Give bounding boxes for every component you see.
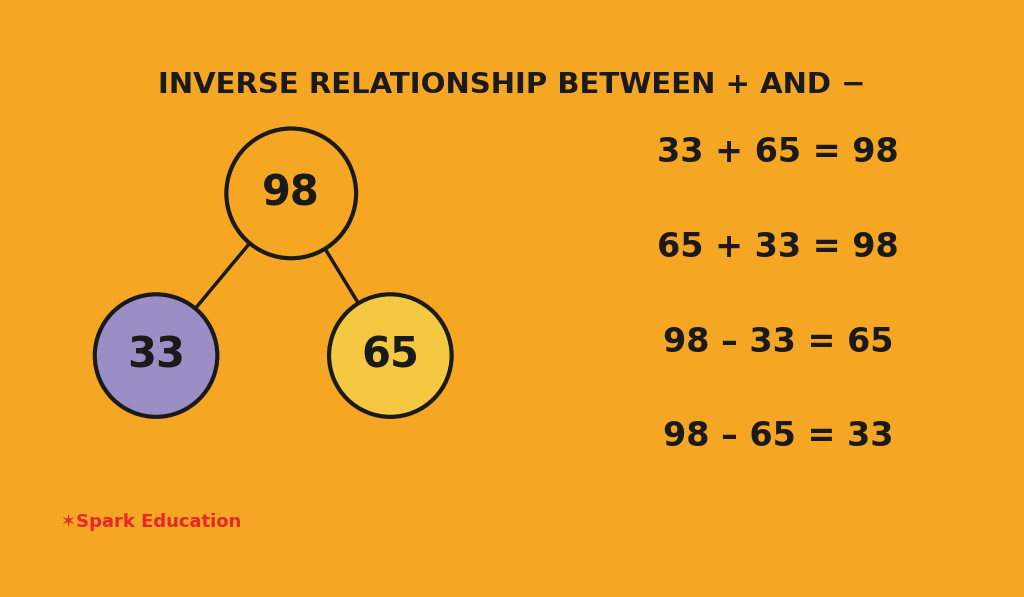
Text: 33 + 65 = 98: 33 + 65 = 98 — [657, 136, 899, 170]
Text: INVERSE RELATIONSHIP BETWEEN + AND −: INVERSE RELATIONSHIP BETWEEN + AND − — [159, 71, 865, 99]
FancyArrow shape — [525, 242, 606, 307]
Text: sparkedu.sg: sparkedu.sg — [868, 513, 988, 531]
Text: 98 – 65 = 33: 98 – 65 = 33 — [663, 420, 893, 453]
Circle shape — [329, 294, 452, 417]
Text: 98 – 33 = 65: 98 – 33 = 65 — [663, 325, 893, 359]
Text: 65: 65 — [361, 334, 419, 377]
Text: 65 + 33 = 98: 65 + 33 = 98 — [657, 231, 899, 264]
Circle shape — [226, 128, 356, 259]
Text: 33: 33 — [127, 334, 185, 377]
Circle shape — [790, 503, 829, 542]
Text: ✶Spark Education: ✶Spark Education — [61, 513, 242, 531]
Circle shape — [825, 503, 865, 542]
Circle shape — [95, 294, 217, 417]
Circle shape — [754, 503, 794, 542]
Text: 98: 98 — [262, 173, 321, 214]
